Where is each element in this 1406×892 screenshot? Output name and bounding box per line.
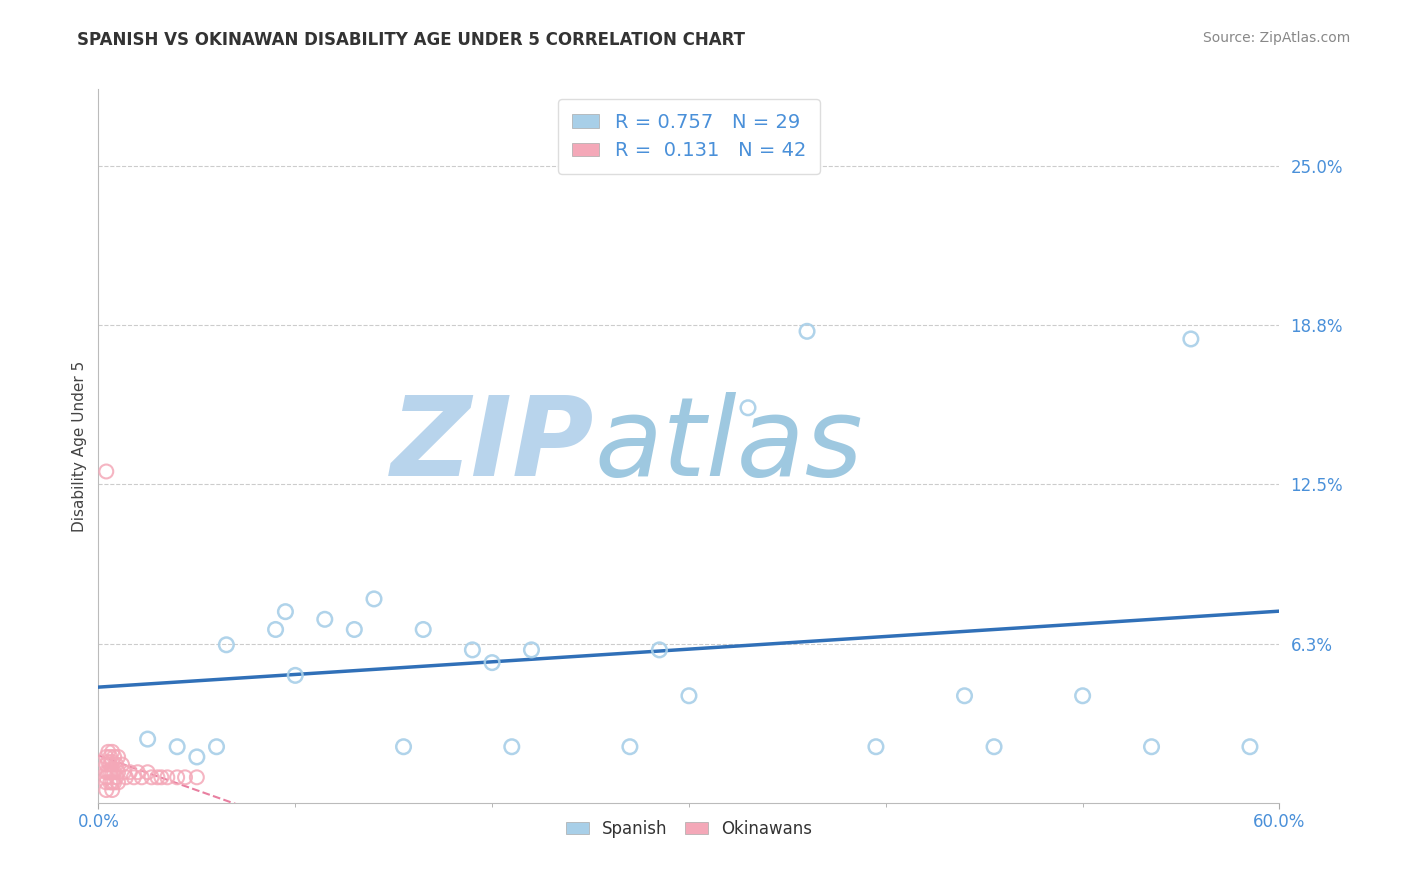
Point [166, 770, 188, 784]
Point [363, 591, 385, 606]
Point [103, 750, 125, 764]
Point [796, 324, 818, 338]
Point [127, 765, 149, 780]
Y-axis label: Disability Age Under 5: Disability Age Under 5 [72, 360, 87, 532]
Point [481, 656, 503, 670]
Point [520, 643, 543, 657]
Point [1180, 332, 1202, 346]
Point [141, 770, 163, 784]
Point [274, 605, 297, 619]
Text: Source: ZipAtlas.com: Source: ZipAtlas.com [1202, 31, 1350, 45]
Point [103, 765, 125, 780]
Point [1239, 739, 1261, 754]
Point [501, 739, 523, 754]
Point [150, 770, 173, 784]
Point [107, 765, 129, 780]
Point [97, 765, 120, 780]
Point [98, 765, 121, 780]
Point [101, 775, 124, 789]
Point [112, 765, 135, 780]
Point [392, 739, 415, 754]
Point [343, 623, 366, 637]
Point [101, 755, 124, 769]
Point [953, 689, 976, 703]
Point [264, 623, 287, 637]
Text: ZIP: ZIP [391, 392, 595, 500]
Point [115, 770, 138, 784]
Point [97, 755, 120, 769]
Point [107, 775, 129, 789]
Point [101, 745, 124, 759]
Point [865, 739, 887, 754]
Point [96, 783, 118, 797]
Point [136, 765, 159, 780]
Point [737, 401, 759, 415]
Point [118, 765, 141, 780]
Point [186, 750, 208, 764]
Point [96, 765, 118, 780]
Point [983, 739, 1005, 754]
Point [215, 638, 238, 652]
Text: atlas: atlas [595, 392, 863, 500]
Point [96, 770, 118, 784]
Point [314, 612, 336, 626]
Point [96, 757, 118, 772]
Point [1071, 689, 1094, 703]
Point [97, 745, 120, 759]
Point [678, 689, 700, 703]
Point [284, 668, 307, 682]
Point [98, 775, 121, 789]
Point [96, 775, 118, 789]
Point [461, 643, 484, 657]
Point [619, 739, 641, 754]
Point [156, 770, 179, 784]
Legend: Spanish, Okinawans: Spanish, Okinawans [560, 814, 818, 845]
Point [166, 739, 188, 754]
Point [111, 757, 134, 772]
Point [186, 770, 208, 784]
Point [122, 770, 145, 784]
Point [98, 757, 121, 772]
Point [96, 750, 118, 764]
Point [105, 770, 128, 784]
Point [131, 770, 153, 784]
Point [174, 770, 197, 784]
Point [412, 623, 434, 637]
Point [146, 770, 169, 784]
Point [136, 732, 159, 747]
Point [648, 643, 671, 657]
Point [101, 765, 124, 780]
Point [101, 783, 124, 797]
Point [205, 739, 228, 754]
Text: SPANISH VS OKINAWAN DISABILITY AGE UNDER 5 CORRELATION CHART: SPANISH VS OKINAWAN DISABILITY AGE UNDER… [77, 31, 745, 49]
Point [96, 465, 118, 479]
Point [1140, 739, 1163, 754]
Point [98, 750, 121, 764]
Point [105, 757, 128, 772]
Point [107, 750, 129, 764]
Point [103, 775, 125, 789]
